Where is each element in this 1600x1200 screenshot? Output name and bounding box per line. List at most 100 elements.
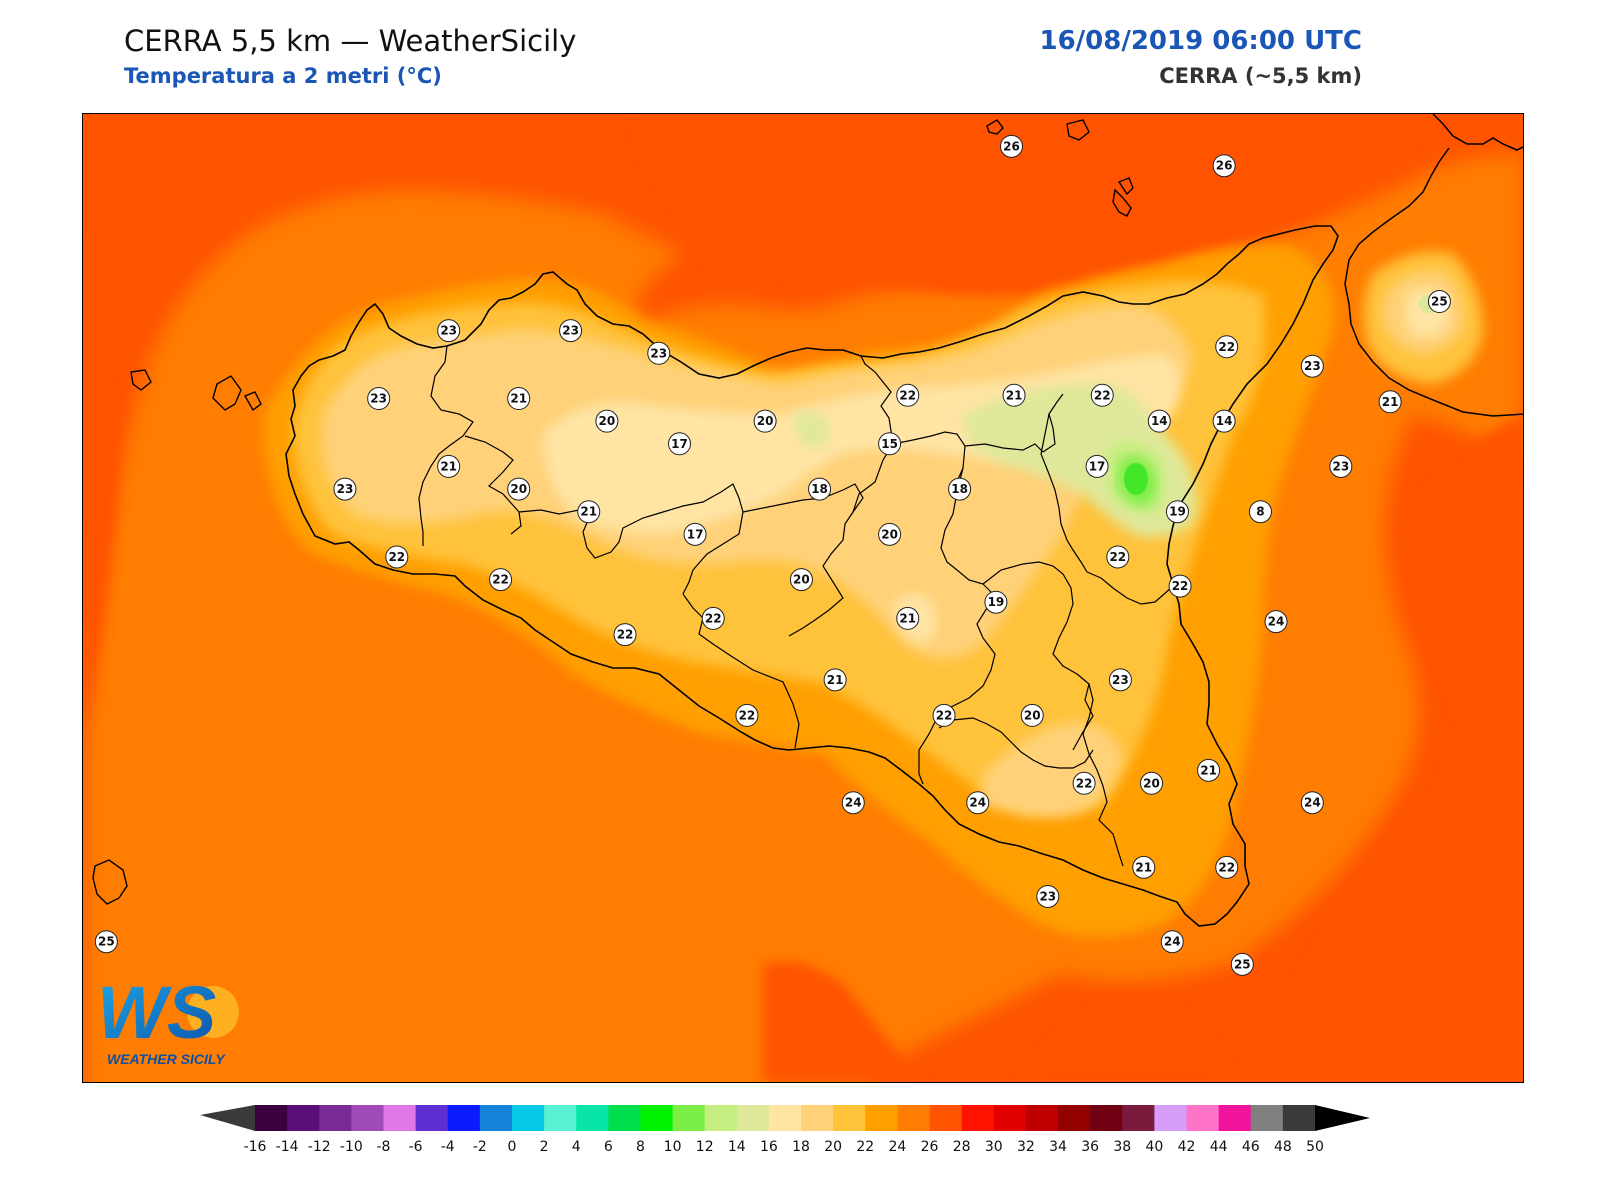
temperature-label: 22 bbox=[385, 545, 409, 569]
temperature-label-value: 24 bbox=[969, 796, 986, 810]
colorbar-cells bbox=[255, 1105, 1316, 1131]
temperature-label-badge bbox=[577, 500, 601, 524]
colorbar-tick-label: 0 bbox=[508, 1139, 517, 1155]
colorbar-cell bbox=[255, 1105, 288, 1131]
temperature-label-value: 19 bbox=[1169, 505, 1186, 519]
colorbar-under-arrow bbox=[200, 1105, 255, 1131]
temperature-label-badge bbox=[668, 432, 692, 456]
colorbar-cell bbox=[865, 1105, 898, 1131]
temperature-label: 22 bbox=[932, 703, 956, 727]
temperature-label: 23 bbox=[1036, 884, 1060, 908]
temperature-label-badge bbox=[984, 590, 1008, 614]
colorbar-tick-label: 48 bbox=[1274, 1139, 1292, 1155]
sicily-coastline bbox=[285, 225, 1339, 927]
temperature-label-badge bbox=[613, 623, 637, 647]
colorbar-tick-label: -16 bbox=[244, 1139, 267, 1155]
temperature-label-badge bbox=[647, 341, 671, 365]
temperature-label: 20 bbox=[1020, 703, 1044, 727]
temperature-label-value: 23 bbox=[1304, 359, 1321, 373]
temperature-label: 21 bbox=[507, 387, 531, 411]
temperature-label-badge bbox=[1020, 703, 1044, 727]
colorbar-cell bbox=[1154, 1105, 1188, 1131]
islands bbox=[92, 119, 1134, 905]
temperature-label-badge bbox=[735, 703, 759, 727]
temperature-label-badge bbox=[1230, 952, 1254, 976]
temperature-label-value: 22 bbox=[492, 573, 509, 587]
temperature-label-badge bbox=[1147, 409, 1171, 433]
temperature-label-badge bbox=[1140, 771, 1164, 795]
temperature-label: 24 bbox=[1300, 791, 1324, 815]
temperature-label: 19 bbox=[1165, 500, 1189, 524]
sea-band-26-north bbox=[643, 114, 1443, 296]
temperature-label-value: 14 bbox=[1216, 414, 1233, 428]
colorbar-cell bbox=[1218, 1105, 1252, 1131]
sea-band-26-south bbox=[763, 961, 1233, 1082]
temperature-label-value: 15 bbox=[881, 437, 898, 451]
temperature-label-badge bbox=[999, 134, 1023, 158]
temperature-label-value: 23 bbox=[440, 324, 457, 338]
colorbar-cell bbox=[768, 1105, 802, 1131]
temperature-label-badge bbox=[1108, 668, 1132, 692]
temperature-label-value: 20 bbox=[1024, 708, 1041, 722]
colorbar-tick-label: 50 bbox=[1306, 1139, 1324, 1155]
colorbar-tick-label: -4 bbox=[441, 1139, 455, 1155]
temperature-label-value: 23 bbox=[1333, 459, 1350, 473]
temperature-label-badge bbox=[507, 387, 531, 411]
temperature-label-value: 17 bbox=[1089, 459, 1106, 473]
colorbar-tick-label: -10 bbox=[340, 1139, 363, 1155]
temperature-label-value: 19 bbox=[988, 595, 1005, 609]
temperature-label: 23 bbox=[1300, 354, 1324, 378]
temperature-label-badge bbox=[1212, 409, 1236, 433]
land-band-14-west bbox=[793, 410, 829, 449]
colorbar-over-arrow bbox=[1315, 1105, 1370, 1131]
temperature-label-badge bbox=[878, 432, 902, 456]
temperature-label: 21 bbox=[1132, 855, 1156, 879]
temperature-label: 22 bbox=[1215, 855, 1239, 879]
temperature-label: 17 bbox=[1085, 454, 1109, 478]
temperature-label-badge bbox=[878, 522, 902, 546]
temperature-label: 22 bbox=[1090, 383, 1114, 407]
temperature-label-value: 22 bbox=[1218, 860, 1235, 874]
temperature-label-value: 23 bbox=[370, 392, 387, 406]
colorbar-tick-label: 46 bbox=[1242, 1139, 1260, 1155]
temperature-label-badge bbox=[1160, 930, 1184, 954]
temperature-label-badge bbox=[896, 383, 920, 407]
map-subtitle: Temperatura a 2 metri (°C) bbox=[124, 64, 442, 88]
temperature-label: 24 bbox=[1160, 930, 1184, 954]
temperature-label: 20 bbox=[595, 409, 619, 433]
temperature-label: 22 bbox=[735, 703, 759, 727]
colorbar-tick-label: 30 bbox=[985, 1139, 1003, 1155]
colorbar-ticks: -16 -14 -12 -10 -8 -6 -4 -2 0 2 4 6 8 10 12 14 16 18 20 22 2… bbox=[244, 1139, 1324, 1155]
temperature-label-badge bbox=[1132, 855, 1156, 879]
temperature-label-badge bbox=[1106, 545, 1130, 569]
temperature-label-badge bbox=[1378, 390, 1402, 414]
temperature-label-value: 22 bbox=[1076, 776, 1093, 790]
temperature-label: 23 bbox=[647, 341, 671, 365]
temperature-label-badge bbox=[841, 791, 865, 815]
temperature-label: 25 bbox=[94, 930, 118, 954]
temperature-label-badge bbox=[1090, 383, 1114, 407]
colorbar-cell bbox=[704, 1105, 738, 1131]
colorbar-cell bbox=[479, 1105, 513, 1131]
colorbar-tick-label: 40 bbox=[1145, 1139, 1163, 1155]
temperature-label-badge bbox=[823, 668, 847, 692]
temperature-label-badge bbox=[1165, 500, 1189, 524]
temperature-label-value: 22 bbox=[739, 708, 756, 722]
temperature-label-value: 23 bbox=[650, 346, 667, 360]
temperature-label-badge bbox=[1168, 574, 1192, 598]
colorbar-tick-label: 18 bbox=[792, 1139, 810, 1155]
temperature-label: 23 bbox=[333, 477, 357, 501]
temperature-label-value: 17 bbox=[687, 527, 704, 541]
temperature-label: 26 bbox=[1212, 154, 1236, 178]
temperature-label: 24 bbox=[966, 791, 990, 815]
temperature-label-value: 21 bbox=[440, 459, 457, 473]
colorbar-cell bbox=[287, 1105, 320, 1131]
temperature-label-value: 23 bbox=[1039, 889, 1056, 903]
temperature-label: 17 bbox=[668, 432, 692, 456]
temperature-field: 26 26 25 23 23 23 23 21 20 20 17 15 21 23 20 18 18 21 17 20… bbox=[83, 114, 1523, 1082]
temperature-label: 22 bbox=[1215, 335, 1239, 359]
temperature-label: 21 bbox=[1378, 390, 1402, 414]
temperature-label: 18 bbox=[948, 477, 972, 501]
colorbar-cell bbox=[897, 1105, 931, 1131]
colorbar-tick-label: -14 bbox=[276, 1139, 299, 1155]
